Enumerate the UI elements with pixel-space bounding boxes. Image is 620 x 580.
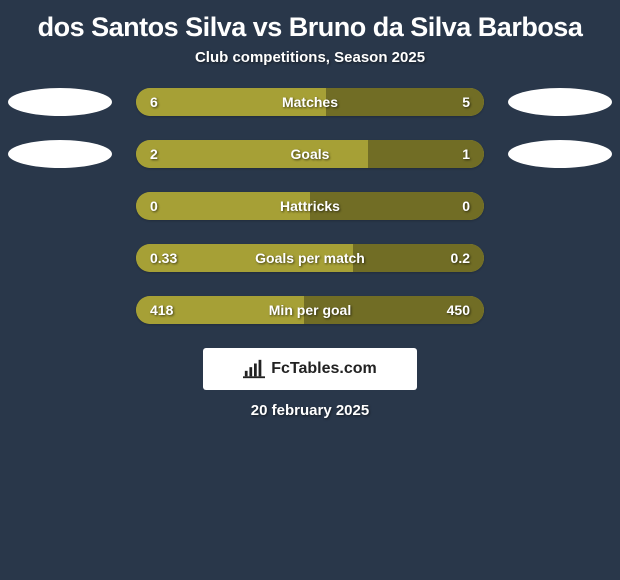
stat-value-right: 0.2: [451, 250, 470, 266]
stat-row: 418 450 Min per goal: [0, 296, 620, 324]
stat-value-right: 0: [462, 198, 470, 214]
page-subtitle: Club competitions, Season 2025: [0, 49, 620, 66]
player-right-ellipse: [508, 88, 612, 116]
stat-value-right: 5: [462, 94, 470, 110]
date-text: 20 february 2025: [0, 402, 620, 419]
stat-value-left: 0.33: [150, 250, 177, 266]
player-left-ellipse: [8, 88, 112, 116]
stat-value-left: 0: [150, 198, 158, 214]
stat-value-left: 2: [150, 146, 158, 162]
stat-bar: 0.33 0.2 Goals per match: [136, 244, 484, 272]
bar-segment-right: [326, 88, 484, 116]
bar-segment-left: [136, 140, 368, 168]
stat-label: Matches: [282, 94, 338, 110]
stat-row: 0.33 0.2 Goals per match: [0, 244, 620, 272]
branding-box: FcTables.com: [203, 348, 417, 390]
stat-value-right: 450: [447, 302, 470, 318]
stat-value-right: 1: [462, 146, 470, 162]
stat-bar: 2 1 Goals: [136, 140, 484, 168]
stat-row: 6 5 Matches: [0, 88, 620, 116]
player-left-ellipse: [8, 140, 112, 168]
stat-label: Goals: [291, 146, 330, 162]
stat-label: Min per goal: [269, 302, 351, 318]
stat-label: Goals per match: [255, 250, 365, 266]
stat-bar: 0 0 Hattricks: [136, 192, 484, 220]
stat-row: 0 0 Hattricks: [0, 192, 620, 220]
stat-value-left: 6: [150, 94, 158, 110]
stat-row: 2 1 Goals: [0, 140, 620, 168]
brand-text: FcTables.com: [271, 360, 377, 378]
page-title: dos Santos Silva vs Bruno da Silva Barbo…: [0, 0, 620, 49]
stat-bar: 6 5 Matches: [136, 88, 484, 116]
player-right-ellipse: [508, 140, 612, 168]
stats-container: 6 5 Matches 2 1 Goals 0 0 Hattricks 0.33 0.2 Goals …: [0, 88, 620, 324]
stat-label: Hattricks: [280, 198, 340, 214]
stat-value-left: 418: [150, 302, 173, 318]
stat-bar: 418 450 Min per goal: [136, 296, 484, 324]
bar-chart-icon: [243, 359, 265, 379]
